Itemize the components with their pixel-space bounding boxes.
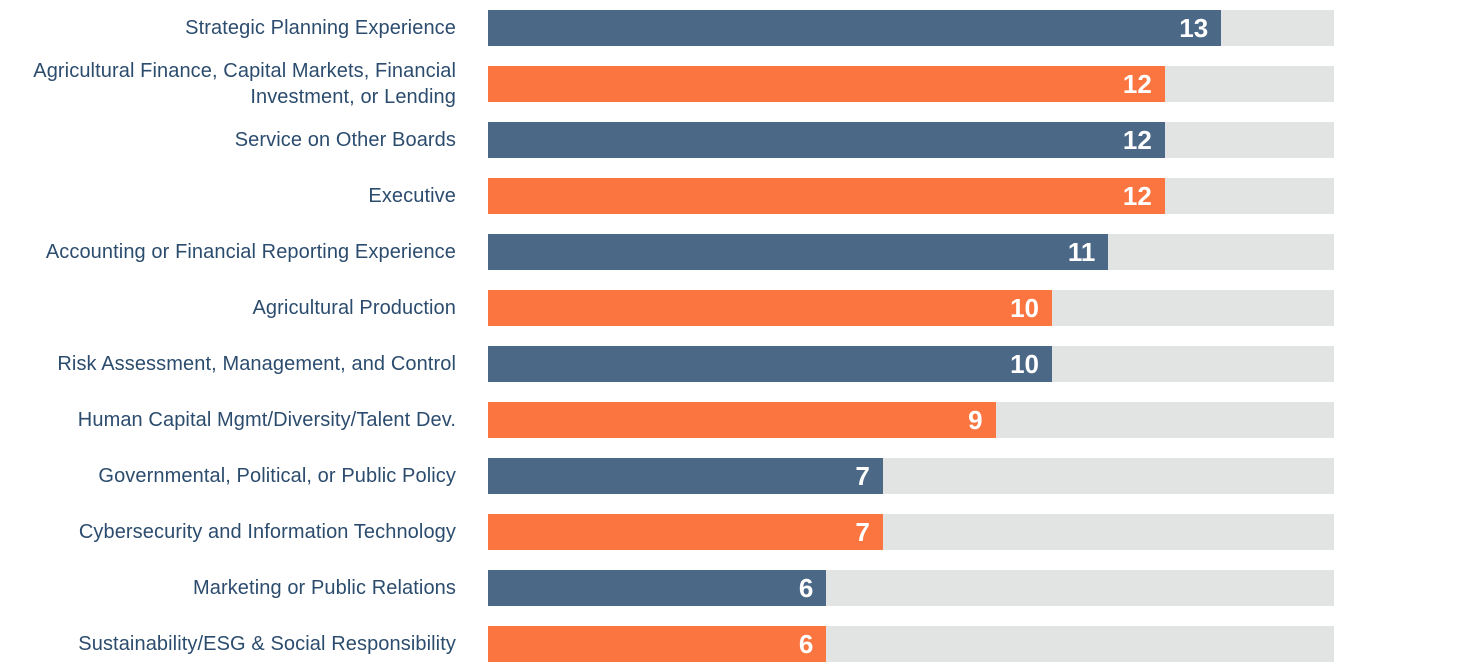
- bar: 7: [488, 458, 883, 494]
- bar: 12: [488, 66, 1165, 102]
- value-label: 10: [1010, 349, 1039, 379]
- bar: 11: [488, 234, 1109, 270]
- chart-row: Risk Assessment, Management, and Control…: [0, 336, 1478, 392]
- category-label: Strategic Planning Experience: [185, 17, 456, 39]
- chart-row: Agricultural Production 10: [0, 280, 1478, 336]
- bar: 7: [488, 514, 883, 550]
- bar: 6: [488, 570, 827, 606]
- category-label: Accounting or Financial Reporting Experi…: [45, 241, 456, 263]
- category-label: Service on Other Boards: [234, 129, 456, 151]
- value-label: 12: [1122, 125, 1152, 155]
- category-label: Risk Assessment, Management, and Control: [57, 353, 456, 375]
- chart-row: Service on Other Boards 12: [0, 112, 1478, 168]
- chart-row: Human Capital Mgmt/Diversity/Talent Dev.…: [0, 392, 1478, 448]
- value-label: 11: [1067, 237, 1096, 267]
- bar-track: 10: [488, 290, 1334, 326]
- bar: 13: [488, 10, 1222, 46]
- bar-track: 13: [488, 10, 1334, 46]
- value-label: 7: [855, 461, 870, 491]
- value-label: 12: [1122, 69, 1152, 99]
- value-label: 6: [798, 573, 814, 603]
- chart-row: Agricultural Finance, Capital Markets, F…: [0, 56, 1478, 112]
- value-label: 10: [1010, 293, 1039, 323]
- bar-track: 10: [488, 346, 1334, 382]
- bar: 6: [488, 626, 827, 662]
- bar: 10: [488, 290, 1052, 326]
- category-label: Agricultural Finance, Capital Markets, F…: [33, 60, 456, 108]
- bar: 9: [488, 402, 996, 438]
- category-label: Marketing or Public Relations: [192, 577, 456, 599]
- chart-row: Governmental, Political, or Public Polic…: [0, 448, 1478, 504]
- bar: 12: [488, 178, 1165, 214]
- category-label: Human Capital Mgmt/Diversity/Talent Dev.: [77, 409, 456, 431]
- category-label: Executive: [368, 185, 456, 207]
- chart-row: Marketing or Public Relations 6: [0, 560, 1478, 616]
- bar: 12: [488, 122, 1165, 158]
- chart-row: Executive 12: [0, 168, 1478, 224]
- bar-track: 12: [488, 122, 1334, 158]
- chart-row: Cybersecurity and Information Technology…: [0, 504, 1478, 560]
- chart-row: Accounting or Financial Reporting Experi…: [0, 224, 1478, 280]
- value-label: 6: [798, 629, 814, 659]
- category-label: Agricultural Production: [252, 297, 456, 319]
- bar-track: 6: [488, 626, 1334, 662]
- bar-track: 12: [488, 66, 1334, 102]
- category-label: Governmental, Political, or Public Polic…: [98, 465, 456, 487]
- bar-track: 12: [488, 178, 1334, 214]
- bar-track: 11: [488, 234, 1334, 270]
- bar: 10: [488, 346, 1052, 382]
- bar-track: 7: [488, 514, 1334, 550]
- value-label: 13: [1179, 13, 1209, 43]
- category-label: Sustainability/ESG & Social Responsibili…: [78, 633, 456, 655]
- category-label: Cybersecurity and Information Technology: [78, 521, 456, 543]
- bar-track: 7: [488, 458, 1334, 494]
- value-label: 12: [1122, 181, 1152, 211]
- chart-row: Strategic Planning Experience 13: [0, 0, 1478, 56]
- value-label: 9: [968, 405, 983, 435]
- bar-track: 6: [488, 570, 1334, 606]
- bar-track: 9: [488, 402, 1334, 438]
- chart-row: Sustainability/ESG & Social Responsibili…: [0, 616, 1478, 672]
- value-label: 7: [855, 517, 870, 547]
